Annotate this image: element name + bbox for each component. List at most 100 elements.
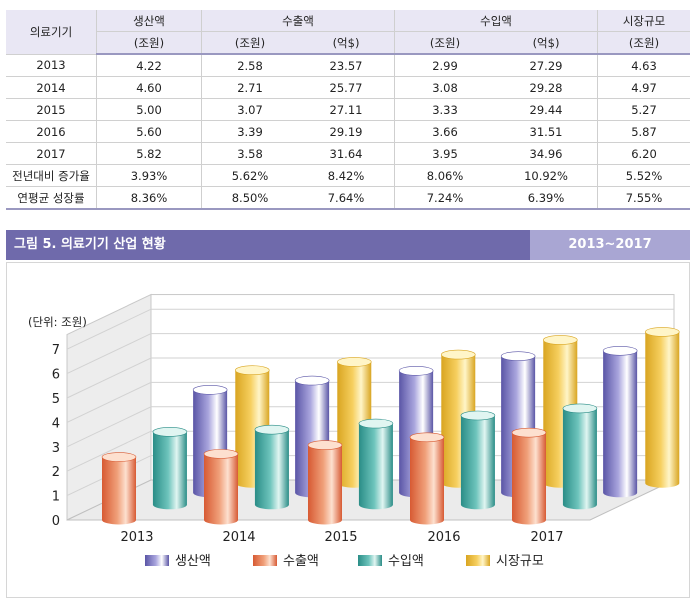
bar-top — [409, 432, 445, 443]
bar-수입액-2015 — [358, 418, 394, 510]
table-row: 전년대비 증가율 3.93% 5.62% 8.42% 8.06% 10.92% 5.52% — [6, 164, 690, 187]
unit-header: (억$) — [298, 31, 395, 55]
table-cell: 3.08 — [394, 76, 495, 99]
table-cell: 31.64 — [298, 142, 395, 165]
table-cell: 2.99 — [394, 54, 495, 77]
table-cell: 29.19 — [298, 120, 395, 143]
figure-period: 2013~2017 — [530, 230, 690, 260]
bar-top — [460, 410, 496, 421]
group-header: 시장규모 — [597, 10, 690, 32]
bar-body — [204, 453, 238, 525]
table-cell: 6.39% — [495, 186, 598, 210]
table-cell: 29.28 — [495, 76, 598, 99]
table-cell: 31.51 — [495, 120, 598, 143]
row-label: 전년대비 증가율 — [6, 164, 97, 187]
legend-swatch — [466, 555, 490, 566]
bar-body — [152, 431, 187, 510]
table-body: 2013 4.22 2.58 23.57 2.99 27.29 4.63 2014 4.60 2.… — [6, 54, 690, 210]
bar-시장규모-2017 — [644, 327, 680, 488]
y-tick-label: 5 — [52, 392, 60, 407]
bar-수출액-2013 — [101, 452, 137, 525]
unit-header: (조원) — [394, 31, 495, 55]
bar-top — [511, 427, 547, 438]
bar-top — [192, 385, 228, 395]
legend-item-생산액: 생산액 — [145, 554, 211, 569]
bar-body — [308, 445, 342, 525]
table-cell: 34.96 — [495, 142, 598, 165]
table-cell: 7.55% — [597, 186, 690, 210]
group-header: 생산액 — [96, 10, 202, 32]
gridline — [66, 333, 674, 375]
table-cell: 7.64% — [298, 186, 395, 210]
bar-top — [294, 375, 330, 386]
unit-header: (조원) — [201, 31, 298, 55]
table-cell: 4.22 — [96, 54, 202, 77]
table-cell: 4.97 — [597, 76, 690, 99]
bar-top — [101, 452, 137, 462]
table-row: 2014 4.60 2.71 25.77 3.08 29.28 4.97 — [6, 76, 690, 99]
y-tick-label: 1 — [52, 490, 60, 505]
figure-title: 그림 5. 의료기기 산업 현황 — [6, 230, 530, 260]
table-cell: 7.24% — [394, 186, 495, 210]
legend-item-수입액: 수입액 — [358, 554, 424, 569]
gridline — [66, 430, 674, 472]
table-cell: 5.87 — [597, 120, 690, 143]
bar-body — [358, 423, 393, 510]
bar-top — [336, 357, 372, 367]
table-cell: 3.93% — [96, 164, 202, 187]
bar-수출액-2017 — [511, 427, 547, 525]
y-tick-label: 7 — [52, 343, 60, 358]
table-cell: 5.27 — [597, 98, 690, 121]
gridline — [66, 381, 674, 423]
table-row: 연평균 성장률 8.36% 8.50% 7.64% 7.24% 6.39% 7.55% — [6, 186, 690, 210]
table-cell: 25.77 — [298, 76, 395, 99]
row-label: 2015 — [6, 98, 97, 121]
unit-header: (조원) — [96, 31, 202, 55]
y-tick-label: 4 — [52, 416, 60, 431]
y-tick-label: 0 — [52, 514, 60, 529]
gridline — [66, 455, 674, 497]
y-tick-label: 2 — [52, 465, 60, 480]
bar-수입액-2013 — [152, 427, 188, 510]
table-cell: 2.58 — [201, 54, 298, 77]
table-cell: 3.39 — [201, 120, 298, 143]
bar-body — [254, 429, 289, 510]
table-cell: 5.60 — [96, 120, 202, 143]
table-cell: 3.58 — [201, 142, 298, 165]
table-cell: 3.07 — [201, 98, 298, 121]
unit-header: (억$) — [495, 31, 598, 55]
bar-top — [440, 349, 476, 360]
table-row: 2013 4.22 2.58 23.57 2.99 27.29 4.63 — [6, 54, 690, 77]
table-row: 2017 5.82 3.58 31.64 3.95 34.96 6.20 — [6, 142, 690, 165]
bar-top — [307, 440, 343, 450]
bar-생산액-2017 — [602, 345, 638, 498]
table-row: 2015 5.00 3.07 27.11 3.33 29.44 5.27 — [6, 98, 690, 121]
bar-top — [254, 424, 290, 435]
table-cell: 3.66 — [394, 120, 495, 143]
table-cell: 29.44 — [495, 98, 598, 121]
y-tick-label: 3 — [52, 441, 60, 456]
row-header: 의료기기 — [6, 10, 97, 55]
bar-top — [644, 327, 680, 337]
bar-body — [460, 415, 495, 510]
bar-top — [398, 365, 434, 376]
bar-top — [234, 365, 270, 376]
table-cell: 10.92% — [495, 164, 598, 187]
group-header: 수입액 — [394, 10, 598, 32]
unit-label: (단위: 조원) — [28, 315, 87, 329]
bar-body — [512, 432, 546, 525]
bar-body — [410, 437, 444, 525]
legend-label: 수입액 — [388, 554, 424, 569]
bar-top — [152, 427, 188, 437]
table-cell: 8.50% — [201, 186, 298, 210]
table-cell: 27.11 — [298, 98, 395, 121]
bar-수출액-2014 — [203, 449, 239, 525]
x-tick-label: 2016 — [427, 530, 460, 545]
row-label: 2013 — [6, 54, 97, 77]
chart-panel — [6, 262, 690, 598]
x-tick-label: 2015 — [324, 530, 357, 545]
table-cell: 5.82 — [96, 142, 202, 165]
unit-header: (조원) — [597, 31, 690, 55]
bar-body — [562, 408, 597, 510]
